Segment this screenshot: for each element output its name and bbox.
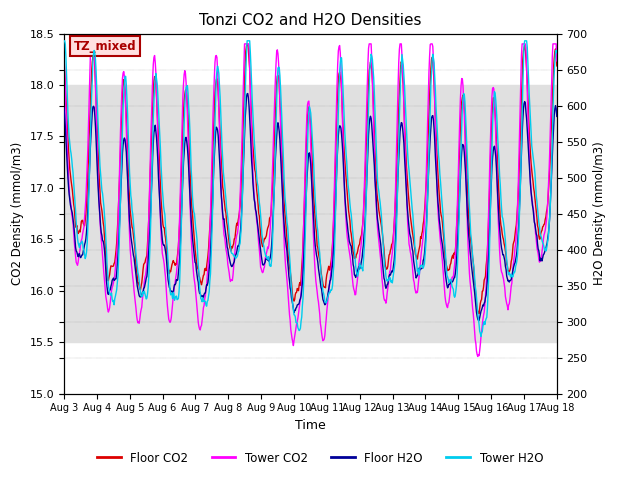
Bar (64, 85, 557, 342)
Legend: Floor CO2, Tower CO2, Floor H2O, Tower H2O: Floor CO2, Tower CO2, Floor H2O, Tower H… (92, 447, 548, 469)
X-axis label: Time: Time (295, 419, 326, 432)
Y-axis label: H2O Density (mmol/m3): H2O Density (mmol/m3) (593, 142, 606, 286)
Text: TZ_mixed: TZ_mixed (74, 40, 136, 53)
Title: Tonzi CO2 and H2O Densities: Tonzi CO2 and H2O Densities (199, 13, 422, 28)
Y-axis label: CO2 Density (mmol/m3): CO2 Density (mmol/m3) (11, 142, 24, 285)
